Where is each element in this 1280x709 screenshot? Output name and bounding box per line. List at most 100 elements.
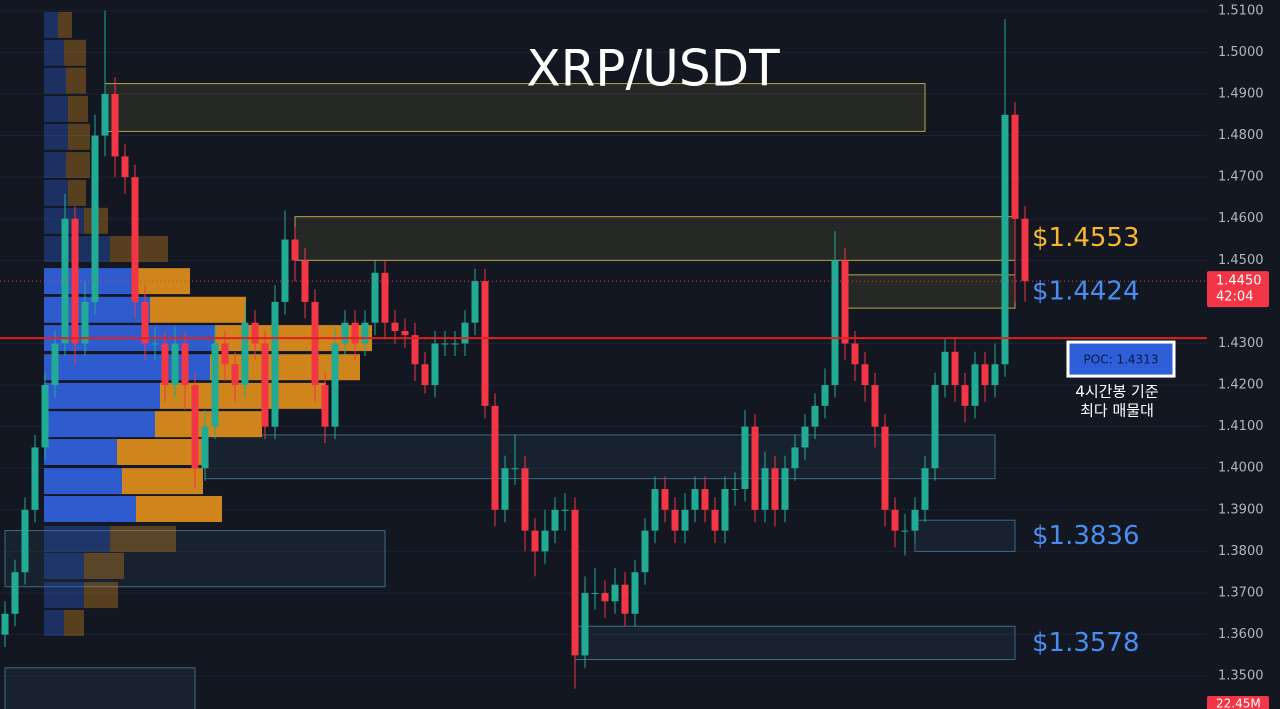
y-tick-label: 1.4500 (1218, 253, 1264, 268)
price-axis (1207, 0, 1280, 709)
y-tick-label: 1.4600 (1218, 211, 1264, 226)
candle-body (251, 322, 259, 344)
candle-body (211, 343, 219, 427)
candle-body (641, 530, 649, 573)
candle-body (511, 468, 519, 470)
candle-body (761, 468, 769, 510)
candle-body (751, 426, 759, 510)
candle-body (121, 156, 129, 178)
candle-body (191, 385, 199, 469)
candle-body (441, 343, 449, 345)
candle-body (741, 426, 749, 490)
candle-body (681, 509, 689, 531)
candle-body (941, 351, 949, 386)
profile-buy (44, 11, 58, 38)
profile-buy (44, 411, 155, 438)
candle-body (81, 301, 89, 344)
profile-buy (44, 552, 84, 579)
poc-box (1066, 340, 1176, 378)
candle-body (521, 468, 529, 531)
candle-body (921, 468, 929, 510)
candle-body (831, 260, 839, 386)
candle-body (281, 239, 289, 302)
y-tick-label: 1.4200 (1218, 378, 1264, 393)
y-tick-label: 1.3800 (1218, 544, 1264, 559)
candle-body (181, 343, 189, 386)
candle-body (601, 592, 609, 602)
chart-title: XRP/USDT (526, 40, 780, 98)
candle-body (621, 584, 629, 614)
candle-body (971, 364, 979, 406)
candle-body (501, 468, 509, 510)
price-annotation: $1.3836 (1032, 521, 1140, 551)
profile-buy (44, 152, 66, 179)
candle-body (771, 468, 779, 510)
candle-body (961, 385, 969, 406)
candle-body (291, 239, 299, 261)
y-tick-label: 1.4800 (1218, 128, 1264, 143)
candle-body (151, 343, 159, 345)
candle-body (111, 93, 119, 157)
candle-body (671, 509, 679, 531)
candle-body (561, 509, 569, 511)
y-tick-label: 1.4700 (1218, 170, 1264, 185)
profile-buy (44, 439, 117, 466)
candle-body (611, 584, 619, 602)
zone (104, 83, 926, 132)
profile-buy (44, 382, 160, 409)
zone (294, 216, 1016, 261)
profile-buy (44, 39, 64, 66)
profile-sell (136, 495, 222, 522)
y-tick-label: 1.3900 (1218, 502, 1264, 517)
candle-body (541, 530, 549, 552)
candle-body (71, 218, 79, 344)
candle-body (661, 489, 669, 510)
zone (4, 667, 196, 709)
candle-body (371, 272, 379, 323)
profile-sell (133, 268, 190, 295)
candle-body (931, 385, 939, 469)
candle-body (101, 93, 109, 136)
profile-sell (68, 123, 90, 150)
candle-body (361, 322, 369, 344)
candle-body (421, 364, 429, 386)
candle-body (861, 364, 869, 386)
candle-body (551, 509, 559, 531)
candle-body (321, 385, 329, 427)
candle-body (351, 322, 359, 344)
candle-body (201, 426, 209, 469)
countdown: 42:04 (1216, 290, 1253, 305)
candle-body (171, 343, 179, 386)
candle-body (241, 322, 249, 386)
candle-body (571, 509, 579, 656)
profile-buy (44, 179, 68, 206)
candle-body (821, 385, 829, 406)
candle-body (481, 281, 489, 406)
profile-sell (160, 382, 326, 409)
candle-body (461, 322, 469, 344)
candle-body (341, 322, 349, 344)
poc-note: 최다 매물대 (1080, 402, 1154, 420)
zone (4, 530, 386, 588)
candle-body (451, 343, 459, 345)
candle-body (791, 447, 799, 469)
price-annotation: $1.4553 (1032, 223, 1140, 253)
profile-sell (64, 39, 86, 66)
volume-label: 22.45M (1216, 697, 1261, 709)
poc-label: POC: 1.4313 (1084, 353, 1159, 367)
current-price-label: 1.4450 (1216, 274, 1262, 289)
y-tick-label: 1.4900 (1218, 86, 1264, 101)
zone (204, 434, 996, 480)
candle-body (811, 405, 819, 427)
candle-body (221, 343, 229, 365)
poc-note: 4시간봉 기준 (1075, 383, 1159, 401)
zone (844, 274, 1016, 309)
candle-body (231, 364, 239, 386)
candle-body (381, 272, 389, 323)
candle-body (631, 572, 639, 614)
price-annotation: $1.4424 (1032, 276, 1140, 306)
candle-body (1001, 114, 1009, 365)
volume-label-box (1207, 696, 1269, 709)
candle-body (131, 177, 139, 302)
